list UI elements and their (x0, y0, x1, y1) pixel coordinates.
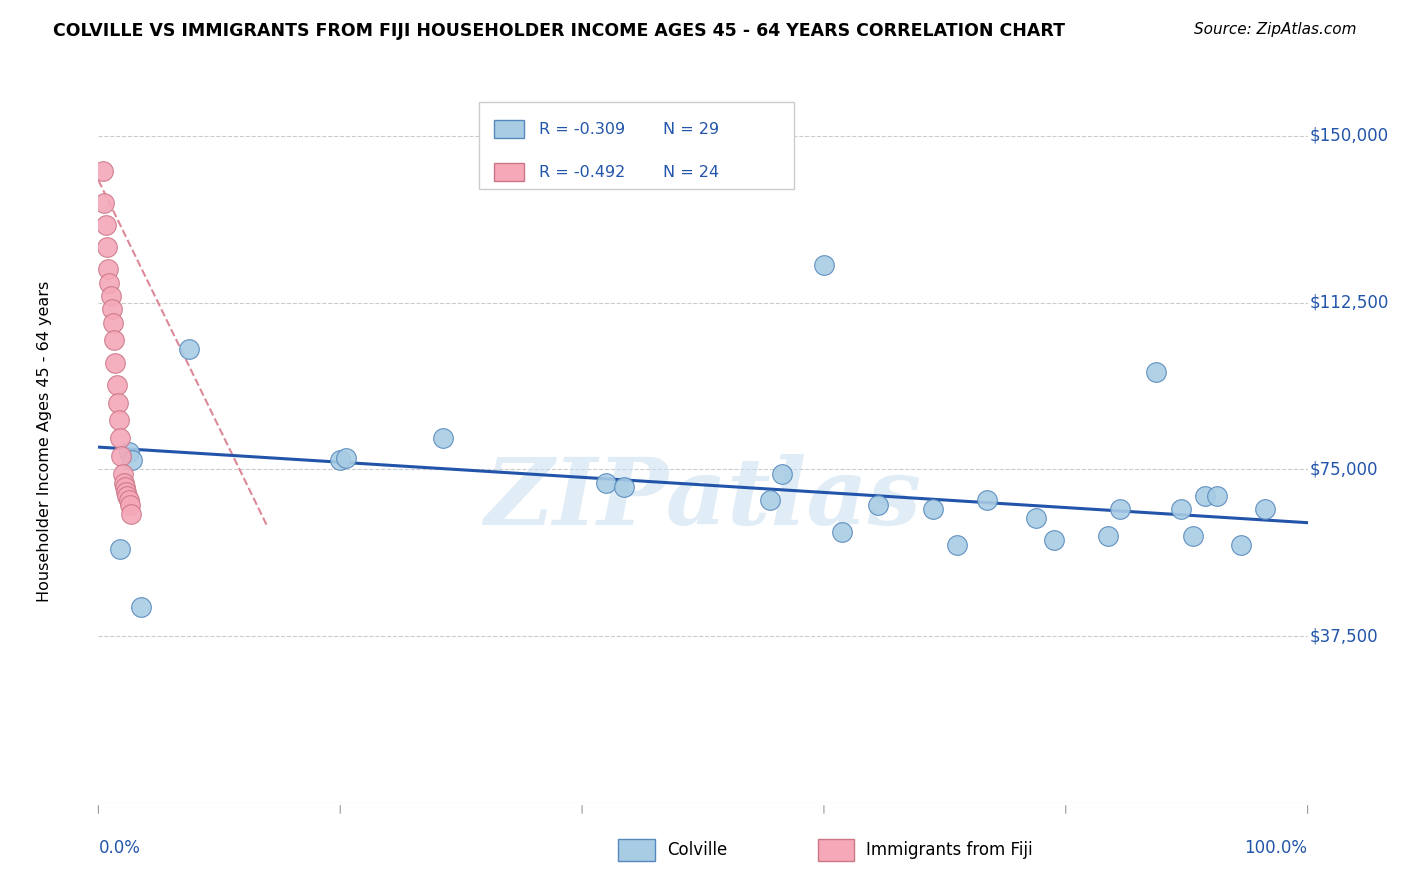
Point (432, 431, 454, 445)
Point (179, 343, 201, 357)
Point (613, 480, 636, 494)
Point (1230, 538, 1253, 552)
Point (101, 316, 124, 330)
Point (96, 240, 118, 254)
Point (1181, 529, 1204, 543)
Point (758, 493, 780, 508)
Point (118, 444, 141, 458)
Point (831, 524, 853, 539)
Point (921, 502, 943, 516)
Point (1206, 489, 1229, 503)
Point (1170, 502, 1192, 516)
Point (335, 451, 357, 466)
Point (1109, 502, 1132, 516)
Point (91, 164, 114, 178)
Bar (619, 838, 655, 861)
Point (1146, 364, 1168, 378)
Point (129, 600, 152, 615)
Text: 100.0%: 100.0% (1244, 838, 1308, 857)
Point (94, 218, 117, 232)
Point (1024, 511, 1046, 525)
Point (110, 449, 132, 463)
Bar (818, 838, 855, 861)
Point (105, 377, 128, 392)
Text: Source: ZipAtlas.com: Source: ZipAtlas.com (1194, 22, 1357, 37)
Point (100, 302, 122, 317)
Text: ZIPatlas: ZIPatlas (485, 454, 921, 544)
Point (118, 498, 141, 512)
Point (114, 480, 136, 494)
Point (111, 467, 134, 481)
Point (1194, 489, 1216, 503)
Point (108, 431, 131, 445)
Point (100, 289, 122, 303)
Point (108, 542, 131, 557)
Point (120, 507, 142, 521)
Point (976, 493, 998, 508)
Point (770, 467, 793, 481)
Bar (494, 163, 524, 181)
Point (112, 475, 135, 490)
Bar (479, 102, 793, 189)
Point (97, 262, 120, 277)
Text: R = -0.492: R = -0.492 (538, 165, 624, 180)
Text: Colville: Colville (666, 841, 727, 859)
Point (1254, 502, 1277, 516)
Text: N = 29: N = 29 (664, 121, 720, 136)
Point (1097, 529, 1119, 543)
Text: Immigrants from Fiji: Immigrants from Fiji (866, 841, 1033, 859)
Text: 0.0%: 0.0% (98, 838, 141, 857)
Text: $75,000: $75,000 (1310, 460, 1378, 478)
Point (946, 538, 969, 552)
Point (107, 395, 129, 409)
Point (118, 493, 141, 508)
Point (868, 498, 890, 512)
Point (1042, 533, 1064, 548)
Text: R = -0.309: R = -0.309 (538, 121, 624, 136)
Point (117, 489, 139, 503)
Bar (494, 120, 524, 138)
Point (115, 484, 138, 499)
Point (103, 334, 125, 348)
Text: $37,500: $37,500 (1310, 627, 1379, 645)
Point (329, 453, 352, 467)
Point (98, 276, 121, 290)
Point (104, 356, 127, 370)
Point (93, 195, 115, 210)
Point (813, 258, 835, 272)
Point (121, 453, 143, 467)
Text: N = 24: N = 24 (664, 165, 720, 180)
Point (108, 413, 131, 427)
Point (595, 475, 617, 490)
Text: $112,500: $112,500 (1310, 293, 1389, 311)
Text: COLVILLE VS IMMIGRANTS FROM FIJI HOUSEHOLDER INCOME AGES 45 - 64 YEARS CORRELATI: COLVILLE VS IMMIGRANTS FROM FIJI HOUSEHO… (53, 22, 1066, 40)
Text: Householder Income Ages 45 - 64 years: Householder Income Ages 45 - 64 years (37, 281, 52, 602)
Text: $150,000: $150,000 (1310, 127, 1389, 145)
